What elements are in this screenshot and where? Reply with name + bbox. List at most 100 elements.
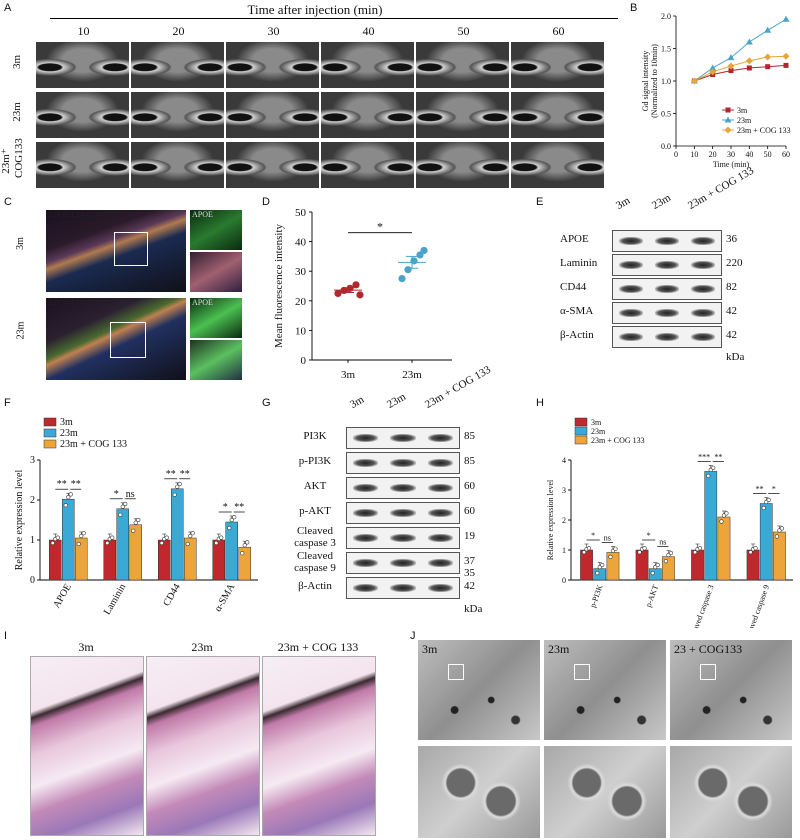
b-xtick-label: 10	[690, 150, 698, 159]
bar-dot	[110, 535, 115, 540]
bar-sig-label: *	[223, 502, 228, 513]
mri-image-r0-c4	[416, 42, 509, 88]
bar-ytick-label: 0	[562, 576, 566, 585]
em-zoom-0	[418, 746, 540, 838]
kda-label-5: 37 35	[464, 555, 475, 579]
b-legend-marker	[725, 107, 731, 113]
band-label-5: Cleaved caspase 9	[294, 550, 336, 574]
em-zoom-1	[544, 746, 666, 838]
bar-2-0	[691, 549, 704, 581]
chart-f: 0 1 2 3 Relative expression level ** ** APOE * ns…	[14, 417, 258, 617]
bar-dot	[177, 481, 182, 487]
bar-dot	[172, 492, 177, 497]
kda-label-3: 60	[464, 505, 475, 517]
band-2-0	[619, 285, 643, 293]
band-box-3	[612, 302, 722, 324]
bar-dot	[79, 533, 84, 539]
bar-dot	[650, 571, 655, 576]
time-label-50: 50	[457, 24, 470, 38]
panel-c-zoom-image-2	[190, 340, 242, 380]
d-point	[410, 257, 418, 265]
band-4-2	[427, 534, 453, 542]
bar-dot	[586, 546, 592, 551]
bar-sig-label: *	[591, 531, 595, 540]
bar-sig-label: **	[756, 485, 764, 494]
d-ytick-label: 20	[295, 296, 307, 308]
bar-dot	[131, 528, 136, 533]
panel-label-j: J	[410, 630, 416, 642]
bar-xtick-label: APOE	[51, 582, 74, 610]
d-ytick-label: 0	[301, 355, 307, 367]
panel-c-apoe-label-1: APOE	[192, 210, 213, 219]
b-ytick-label: 1.0	[661, 77, 671, 86]
bar-dot	[761, 505, 766, 511]
bar-dot	[245, 540, 250, 545]
kda-label-0: 36	[726, 233, 737, 245]
bar-sig-label: **	[714, 452, 722, 461]
lane-label-1: 23m	[385, 390, 409, 411]
he-label-1: 23m	[191, 640, 213, 654]
bar-dot	[613, 546, 618, 551]
bar-dot	[663, 559, 669, 564]
band-6-1	[390, 584, 416, 592]
d-point	[346, 284, 354, 292]
mri-image-r1-c4	[416, 92, 509, 138]
d-point	[352, 281, 360, 289]
panel-c-row-label-2: 23m	[15, 321, 27, 340]
bar-dot	[581, 550, 587, 555]
b-legend-marker	[724, 126, 732, 134]
bar-dot	[766, 497, 771, 502]
panel-e-western-blot: 3m 23m 23m + COG 133 APOE 36 Laminin 220 CD44 82…	[560, 165, 796, 390]
bar-dot	[50, 540, 55, 546]
bar-xtick-label: Cleaved caspase 3	[687, 584, 716, 628]
panel-c: 3m 23m APOE/LYVE1/DAPI APOE APOE/LYVE1/D…	[15, 210, 242, 390]
bar-3-1	[759, 503, 773, 581]
band-4-0	[619, 333, 643, 341]
b-point	[709, 68, 717, 76]
bar-legend-swatch	[43, 428, 57, 438]
bar-ytick-label: 3	[562, 486, 566, 495]
panel-label-h: H	[536, 397, 544, 409]
d-point	[340, 286, 348, 295]
kda-label-1: 85	[464, 455, 475, 467]
bar-3-0	[212, 539, 226, 581]
mri-image-r0-c2	[226, 42, 319, 88]
band-6-0	[353, 584, 379, 592]
bar-dot	[753, 546, 758, 551]
row-label-0: 3m	[11, 54, 23, 70]
kda-label-3: 42	[726, 305, 737, 317]
bar-xtick-label: p-AKT	[644, 584, 660, 609]
b-ylabel-2: (Normalized to 10min)	[650, 44, 659, 118]
em-label-0: 3m	[422, 642, 438, 656]
bar-legend-label: 23m + COG 133	[591, 436, 645, 445]
b-point	[745, 57, 753, 65]
d-xtick-label: 23m	[402, 369, 422, 381]
b-point	[764, 26, 772, 33]
band-3-1	[655, 309, 679, 317]
b-ytick-label: 1.5	[661, 45, 671, 54]
kda-label-0: 85	[464, 430, 475, 442]
panel-c-apoe-image-1a: APOE	[190, 210, 242, 250]
band-box-0	[346, 427, 460, 449]
bar-dot	[642, 546, 647, 551]
em-roi-box-1	[574, 664, 590, 680]
panel-a: Time after injection (min) 10 20 30 40 50 60 …	[0, 0, 630, 190]
b-point	[745, 38, 753, 45]
d-point	[356, 291, 364, 299]
lane-label-1: 23m	[650, 191, 673, 212]
bar-dot	[55, 535, 60, 540]
band-2-0	[353, 484, 379, 492]
em-overview-0: 3m	[418, 640, 540, 740]
bar-dot	[66, 495, 71, 500]
he-image-0	[30, 656, 144, 836]
kda-label-1: 220	[726, 257, 743, 269]
panel-c-merge-image-1: APOE/LYVE1/DAPI	[46, 210, 186, 292]
panel-g-western-blot: 3m 23m 23m + COG 133 PI3K 85 p-PI3K 85 AKT 60 p-A…	[288, 364, 534, 625]
bar-legend-swatch	[574, 435, 588, 445]
bar-2-0	[158, 539, 171, 581]
band-label-1: p-PI3K	[298, 455, 332, 467]
em-zoom-2	[670, 746, 792, 838]
d-ytick-label: 50	[295, 207, 307, 219]
panel-label-e: E	[536, 196, 544, 208]
bar-dot	[232, 515, 237, 520]
